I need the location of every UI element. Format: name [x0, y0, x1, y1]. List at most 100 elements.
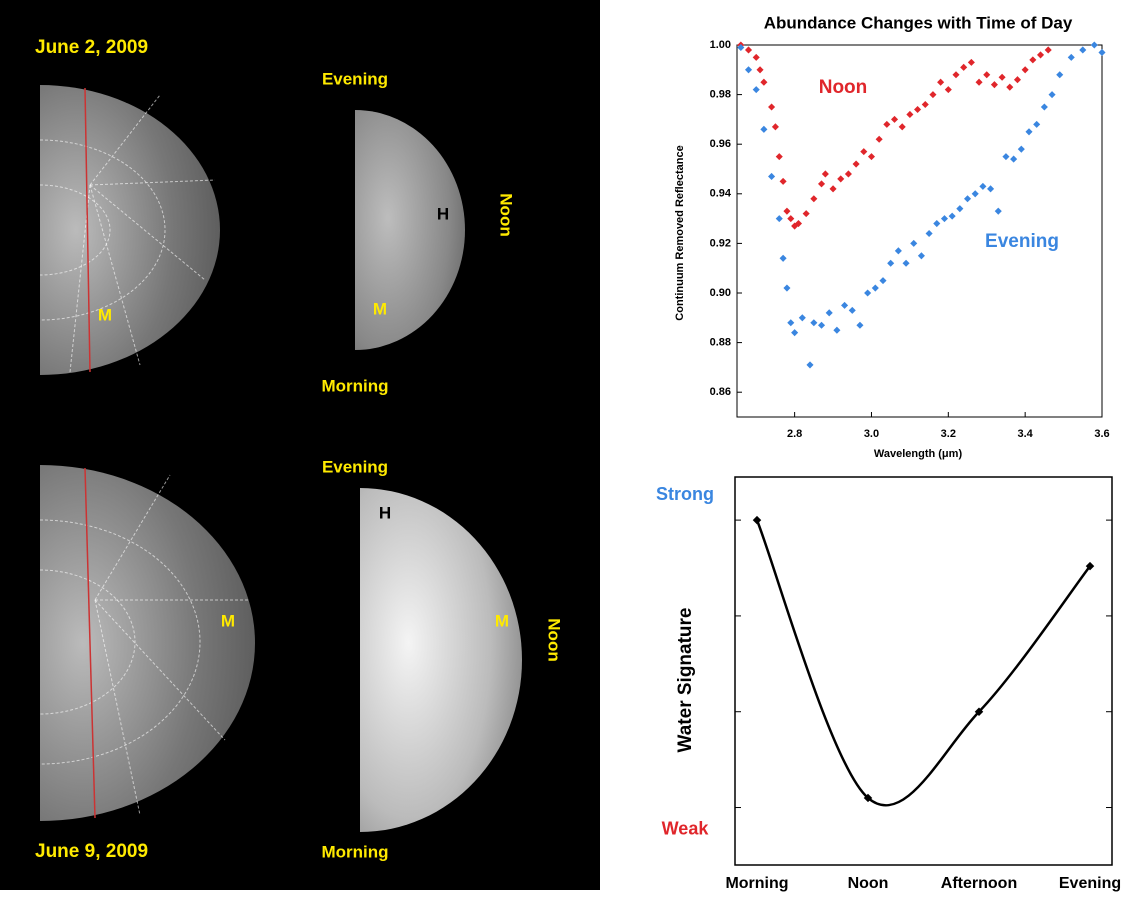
y-axis-label: Continuum Removed Reflectance	[674, 145, 686, 320]
data-point	[906, 111, 913, 118]
y-tick-label: 0.88	[710, 337, 731, 349]
data-point	[1002, 153, 1009, 160]
marker-label: H	[379, 503, 391, 522]
data-point	[903, 260, 910, 267]
data-point	[853, 161, 860, 168]
data-point	[868, 153, 875, 160]
y-tick-label: 0.96	[710, 138, 731, 150]
data-point	[856, 322, 863, 329]
data-point	[922, 101, 929, 108]
data-point	[753, 516, 761, 524]
data-point	[772, 123, 779, 130]
data-point	[799, 314, 806, 321]
plot-frame	[735, 477, 1112, 865]
data-point	[1056, 71, 1063, 78]
data-point	[822, 170, 829, 177]
data-point	[845, 170, 852, 177]
data-point	[768, 103, 775, 110]
x-tick-label: Noon	[848, 875, 889, 892]
marker-label: M	[373, 299, 387, 318]
axis-annotation: Strong	[656, 484, 714, 504]
time-label: Evening	[322, 69, 388, 88]
data-point	[960, 64, 967, 71]
x-tick-label: Evening	[1059, 875, 1121, 892]
data-point	[757, 66, 764, 73]
data-point	[806, 361, 813, 368]
data-point	[952, 71, 959, 78]
y-tick-label: 0.92	[710, 237, 731, 249]
data-point	[979, 183, 986, 190]
data-point	[841, 302, 848, 309]
marker-label: M	[221, 611, 235, 630]
data-point	[1022, 66, 1029, 73]
data-point	[791, 329, 798, 336]
data-point	[1045, 46, 1052, 53]
data-point	[1037, 51, 1044, 58]
axis-annotation: Weak	[662, 818, 710, 838]
x-axis-label: Wavelength (μm)	[874, 448, 963, 460]
data-point	[1098, 49, 1105, 56]
data-point	[864, 289, 871, 296]
time-label: Morning	[321, 842, 388, 861]
data-point	[956, 205, 963, 212]
data-point	[987, 185, 994, 192]
data-point	[891, 116, 898, 123]
data-point	[780, 255, 787, 262]
data-point	[760, 126, 767, 133]
time-label: Evening	[322, 457, 388, 476]
data-point	[926, 230, 933, 237]
x-tick-label: Morning	[725, 875, 788, 892]
data-point	[1033, 121, 1040, 128]
data-point	[1025, 128, 1032, 135]
data-point	[753, 86, 760, 93]
data-point	[983, 71, 990, 78]
data-point	[929, 91, 936, 98]
data-point	[826, 309, 833, 316]
data-point	[860, 148, 867, 155]
data-point	[1018, 146, 1025, 153]
chart-title: Abundance Changes with Time of Day	[764, 13, 1073, 32]
date-label: June 9, 2009	[35, 841, 148, 862]
time-label: Morning	[321, 376, 388, 395]
y-tick-label: 0.86	[710, 386, 731, 398]
y-axis-label: Water Signature	[675, 608, 696, 753]
data-point	[910, 240, 917, 247]
figure: June 2, 2009 Evening Noon Morning M H M …	[0, 0, 1135, 895]
data-point	[872, 285, 879, 292]
x-tick-label: 3.6	[1094, 428, 1109, 440]
data-point	[776, 153, 783, 160]
data-point	[1006, 84, 1013, 91]
data-point	[968, 59, 975, 66]
data-point	[1091, 41, 1098, 48]
data-point	[976, 79, 983, 86]
marker-label: M	[98, 305, 112, 324]
series-label: Evening	[985, 231, 1059, 252]
data-point	[783, 208, 790, 215]
data-point	[753, 54, 760, 61]
data-point	[1079, 46, 1086, 53]
data-point	[745, 46, 752, 53]
data-point	[918, 252, 925, 259]
data-point	[818, 180, 825, 187]
time-label: Noon	[545, 618, 564, 661]
data-point	[972, 190, 979, 197]
data-point	[945, 86, 952, 93]
data-point	[995, 208, 1002, 215]
marker-label: M	[495, 611, 509, 630]
x-tick-label: 3.4	[1018, 428, 1034, 440]
y-tick-label: 0.94	[710, 188, 732, 200]
x-tick-label: Afternoon	[941, 875, 1017, 892]
data-point	[1029, 56, 1036, 63]
y-tick-label: 0.90	[710, 287, 731, 299]
y-tick-label: 0.98	[710, 89, 731, 101]
time-label: Noon	[497, 193, 516, 236]
data-point	[776, 215, 783, 222]
data-point	[883, 121, 890, 128]
data-point	[949, 213, 956, 220]
data-point	[1068, 54, 1075, 61]
data-point	[803, 210, 810, 217]
data-point	[937, 79, 944, 86]
data-point	[999, 74, 1006, 81]
series-label: Noon	[819, 77, 868, 98]
data-point	[783, 285, 790, 292]
